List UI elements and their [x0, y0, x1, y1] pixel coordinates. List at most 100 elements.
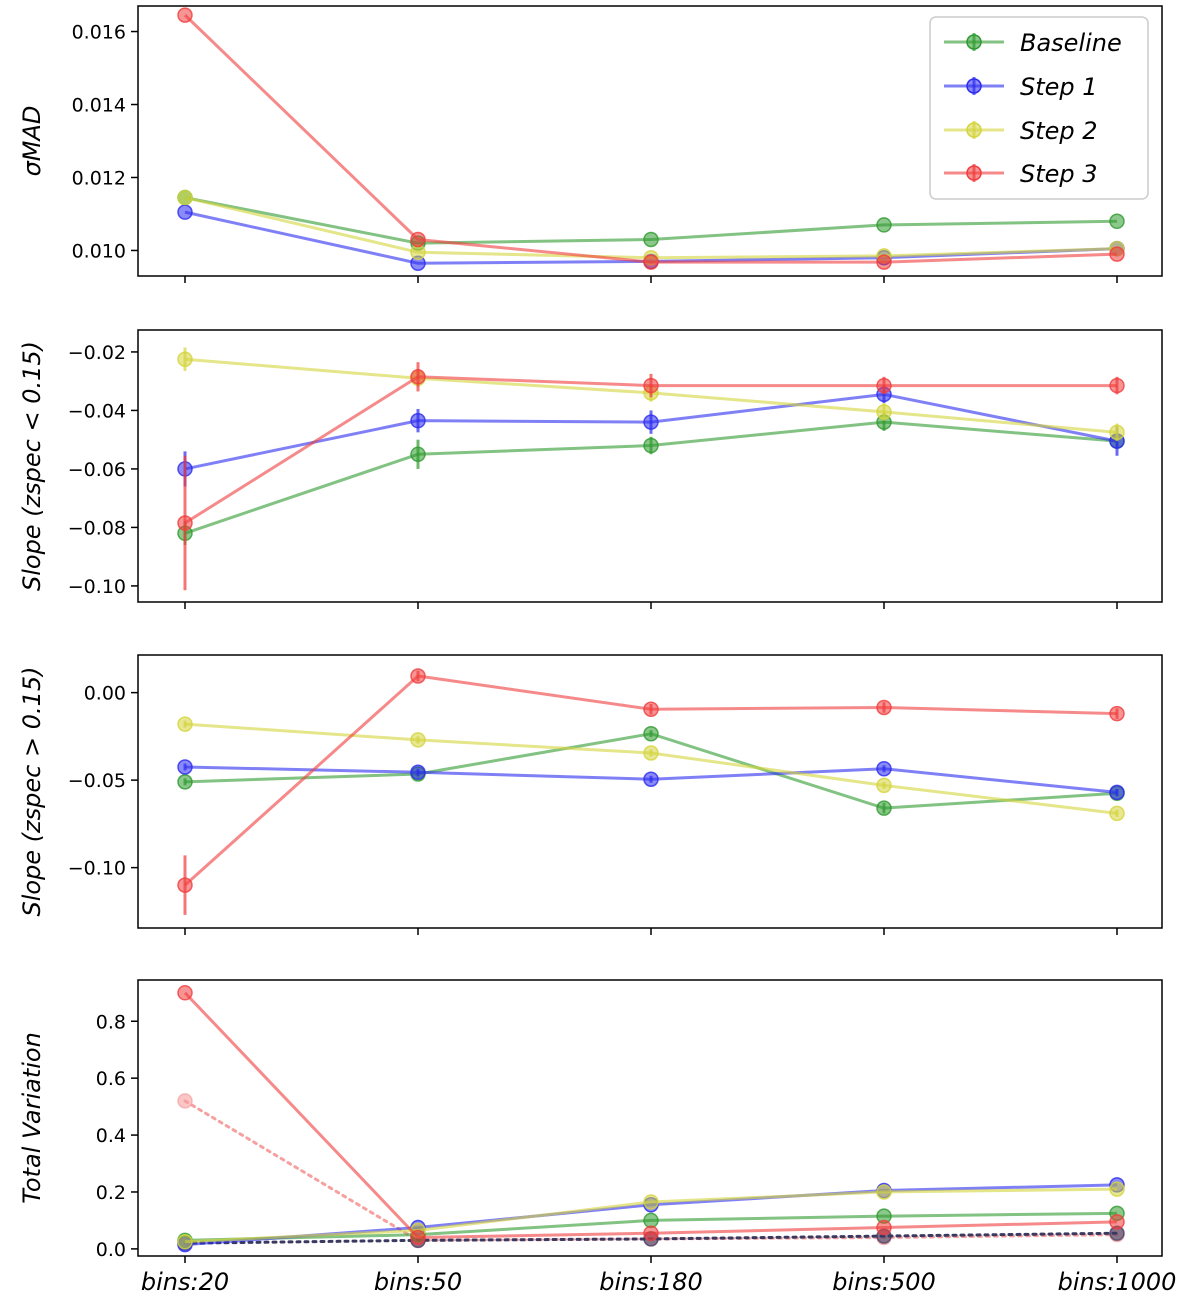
legend-entry: Step 2 [944, 117, 1098, 145]
data-point [876, 404, 892, 420]
panels: 0.0100.0120.0140.016σMAD−0.10−0.08−0.06−… [18, 5, 1163, 1263]
data-point [1109, 424, 1125, 441]
x-tick-label: bins:180 [599, 1268, 703, 1296]
legend-label: Baseline [1020, 29, 1122, 57]
data-point [177, 515, 193, 531]
data-point [876, 800, 892, 816]
series-step-3 [177, 362, 1125, 591]
y-tick-label: −0.02 [68, 342, 126, 364]
y-tick-label: 0.010 [72, 240, 126, 262]
y-tick-label: −0.10 [68, 858, 126, 880]
data-point [643, 1212, 659, 1229]
series-step-2 [177, 189, 1125, 266]
data-point [876, 761, 892, 777]
y-tick-label: 0.00 [84, 683, 126, 705]
y-axis-label: Total Variation [18, 1032, 46, 1204]
y-tick-label: 0.016 [72, 22, 126, 44]
data-point [1109, 246, 1125, 262]
data-point [643, 1225, 659, 1241]
panel: 0.010 0.012 0.014 0.016 σMAD [18, 5, 1163, 283]
y-tick-label: 0.0 [96, 1239, 126, 1261]
data-point [643, 254, 659, 270]
data-point [1109, 805, 1125, 822]
data-point [643, 726, 659, 742]
data-point [876, 1184, 892, 1200]
data-point [643, 414, 659, 430]
data-point [643, 771, 659, 787]
data-point [410, 244, 426, 261]
data-point [410, 369, 426, 385]
legend-marker [966, 34, 982, 50]
legend-marker [966, 165, 982, 181]
axes-frame [137, 979, 1163, 1257]
data-point [1109, 213, 1125, 230]
y-tick-label: 0.6 [96, 1068, 126, 1090]
legend-entry: Baseline [944, 29, 1122, 57]
data-point [1109, 784, 1125, 801]
x-tick-labels: bins:20 bins:50 bins:180 bins:500 bins:1… [141, 1268, 1177, 1296]
data-point [643, 231, 659, 248]
legend-box [929, 16, 1149, 200]
data-point [876, 699, 892, 716]
y-tick-label: 0.014 [72, 95, 126, 117]
data-point [177, 774, 193, 790]
data-point [177, 204, 193, 220]
data-point [410, 668, 426, 684]
data-point [643, 745, 659, 761]
data-point [643, 1194, 659, 1210]
series-step-1 [177, 759, 1125, 801]
series-line [184, 196, 1118, 260]
data-point [410, 1229, 426, 1246]
data-point [410, 412, 426, 429]
data-point [1109, 1214, 1125, 1230]
legend: Baseline Step 1 Step 2 Step 3 [929, 16, 1149, 200]
data-point [1109, 1181, 1125, 1197]
x-tick-label: bins:20 [141, 1268, 229, 1296]
x-tick-label: bins:50 [374, 1268, 462, 1296]
data-point [876, 777, 892, 794]
data-point [643, 437, 659, 454]
data-point [177, 716, 193, 732]
data-point [177, 351, 193, 367]
series-step-3 [177, 7, 1125, 270]
y-tick-label: −0.08 [68, 517, 126, 539]
x-tick-label: bins:500 [832, 1268, 936, 1296]
data-point [876, 377, 892, 394]
data-point [876, 254, 892, 270]
series-step-3 [177, 668, 1125, 915]
series-step-2 [177, 716, 1125, 822]
data-point [177, 189, 193, 206]
data-point [410, 732, 426, 748]
data-point [177, 985, 193, 1001]
panel: −0.10 −0.08 −0.06 −0.04 −0.02 Slope (zspec < … [18, 329, 1163, 609]
x-tick-label: bins:1000 [1058, 1268, 1177, 1296]
legend-label: Step 3 [1020, 160, 1098, 188]
axes-frame [137, 5, 1163, 277]
legend-marker [966, 122, 982, 138]
data-point [410, 446, 426, 463]
data-point [643, 701, 659, 717]
data-point [643, 377, 659, 394]
y-axis-label: Slope (zspec < 0.15) [18, 341, 46, 591]
panel: −0.10 −0.05 0.00 Slope (zspec > 0.15) [18, 654, 1163, 935]
y-axis-label: Slope (zspec > 0.15) [18, 666, 46, 916]
axes-frame [137, 654, 1163, 929]
data-point [410, 764, 426, 780]
y-tick-label: 0.8 [96, 1011, 126, 1033]
data-point [177, 1093, 193, 1109]
data-point [177, 7, 193, 23]
data-point [876, 1219, 892, 1236]
y-tick-label: −0.10 [68, 576, 126, 598]
legend-label: Step 1 [1020, 73, 1098, 101]
legend-marker [966, 78, 982, 94]
y-tick-label: 0.4 [96, 1125, 126, 1147]
data-point [177, 877, 193, 893]
series-step-3 [177, 985, 1125, 1246]
legend-entry: Step 1 [944, 73, 1098, 101]
legend-label: Step 2 [1020, 117, 1098, 145]
axes-frame [137, 329, 1163, 603]
data-point [1109, 705, 1125, 722]
y-tick-label: 0.2 [96, 1182, 126, 1204]
y-tick-label: −0.05 [68, 770, 126, 792]
panel: 0.0 0.2 0.4 0.6 0.8 Total Variation [18, 979, 1163, 1263]
